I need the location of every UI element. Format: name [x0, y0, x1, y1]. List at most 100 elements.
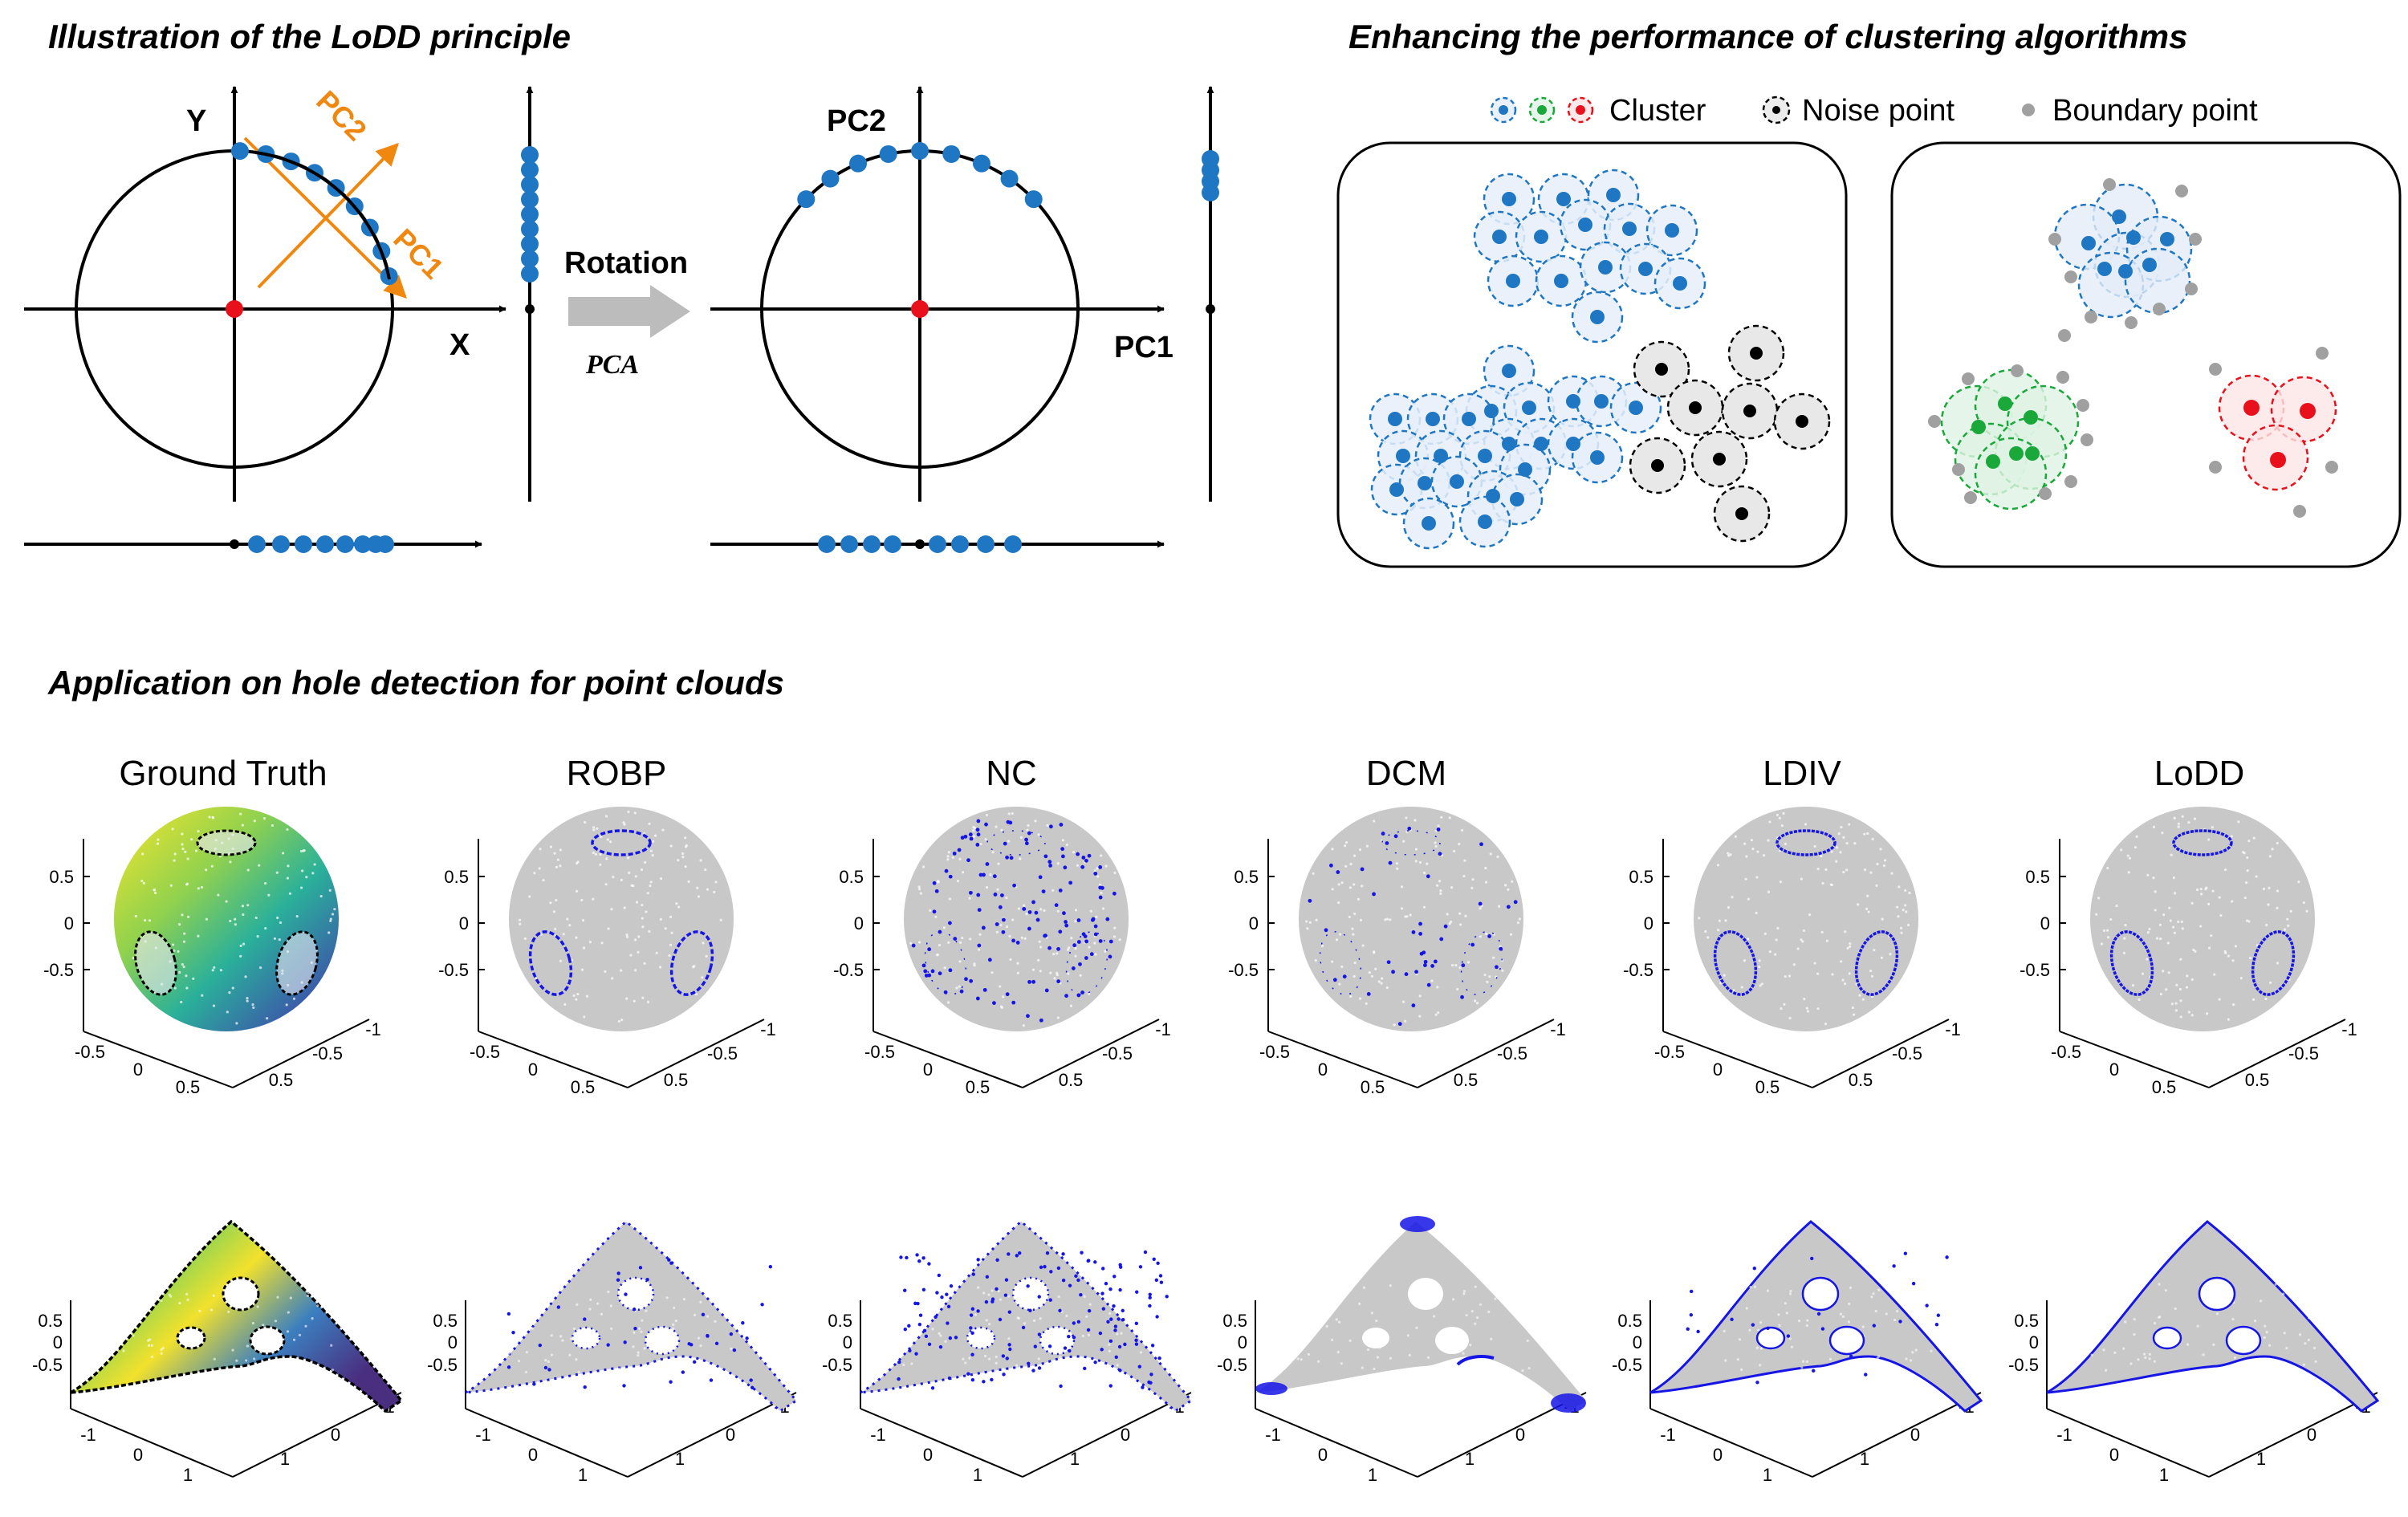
detected-point: [945, 1292, 949, 1296]
detected-point: [506, 1312, 511, 1316]
detected-point: [1078, 962, 1082, 966]
detected-point: [1121, 1308, 1125, 1313]
cluster-point: [1484, 404, 1499, 418]
detected-point: [1058, 929, 1063, 934]
detected-point: [1487, 934, 1491, 938]
boundary-point: [2293, 505, 2306, 518]
boundary-point: [2175, 185, 2188, 197]
cluster-point: [1502, 192, 1516, 206]
detected-point: [638, 1266, 643, 1270]
detected-point: [1089, 952, 1094, 957]
hole-boundary: [1460, 931, 1503, 995]
detected-point: [976, 893, 981, 897]
detected-point: [984, 822, 988, 827]
detected-point: [998, 905, 1003, 909]
hole-boundary: [924, 931, 967, 995]
cluster-point: [1388, 412, 1402, 426]
x-tick-label: -0.5: [2051, 1042, 2081, 1062]
detected-point: [1015, 941, 1020, 945]
detected-point: [1041, 889, 1046, 894]
x-tick-label: -0.5: [470, 1042, 500, 1062]
detected-point: [1005, 992, 1010, 997]
noise-point: [1655, 363, 1668, 376]
detected-point: [1423, 963, 1427, 967]
sheet-surface: [465, 1220, 799, 1413]
detected-point: [1422, 950, 1426, 955]
detected-point: [732, 1348, 737, 1352]
hole-boundary: [986, 830, 1046, 856]
detected-point: [947, 1376, 952, 1381]
title-lodd-principle: Illustration of the LoDD principle: [48, 18, 571, 55]
cluster-point: [1434, 449, 1448, 463]
detected-point: [995, 1287, 999, 1291]
arc-point: [797, 190, 816, 209]
cluster-point: [1629, 401, 1643, 415]
detected-point: [943, 990, 948, 994]
detected-point: [1134, 1342, 1139, 1346]
detected-point: [1060, 847, 1065, 852]
detected-point: [1068, 881, 1073, 885]
detected-point: [1076, 940, 1081, 944]
detected-point: [1080, 990, 1084, 994]
projection-point: [521, 190, 539, 209]
detected-point: [1147, 1380, 1151, 1385]
cluster-point: [1622, 222, 1637, 236]
arc-point: [230, 142, 249, 161]
projection-point: [521, 146, 539, 164]
detected-point: [1418, 931, 1423, 936]
x-tick-label: -0.5: [75, 1042, 105, 1062]
detected-point: [741, 1321, 745, 1325]
cluster-point: [2300, 403, 2316, 419]
z-tick-label: -0.5: [822, 1355, 852, 1375]
detected-point: [709, 1378, 714, 1382]
detected-point: [1156, 1261, 1160, 1265]
clustering-legend: Cluster Noise point Boundary point: [1490, 94, 2258, 128]
sheet-hole: [1828, 1325, 1865, 1356]
pca-label: PCA: [585, 350, 639, 380]
x-tick-label: 0.5: [1361, 1077, 1385, 1097]
projection-point: [295, 535, 312, 553]
detected-point: [1117, 1344, 1122, 1349]
detected-point: [948, 874, 953, 879]
arc-points: [230, 142, 398, 286]
detected-point: [583, 1385, 587, 1389]
sheet-hole: [1435, 1327, 1469, 1354]
detected-point: [1021, 1325, 1026, 1330]
boundary-point: [2103, 178, 2116, 191]
detected-point: [1696, 1329, 1700, 1334]
x-tick-label: -1: [80, 1425, 96, 1445]
detected-point: [1324, 928, 1328, 933]
detected-point: [924, 1334, 929, 1339]
cluster-point: [1396, 449, 1410, 463]
detected-point: [1011, 938, 1015, 943]
detected-point: [957, 848, 962, 852]
detected-point: [927, 1342, 932, 1346]
hole-boundary: [2109, 930, 2154, 996]
detected-point: [622, 1384, 626, 1388]
detected-point: [1109, 1317, 1113, 1321]
detected-point: [1031, 900, 1035, 905]
projection-origin: [915, 539, 925, 549]
detected-point: [975, 828, 980, 832]
detected-point: [1009, 856, 1014, 860]
detected-point: [1018, 1251, 1022, 1255]
detected-point: [1045, 1251, 1050, 1255]
detected-point: [667, 1258, 671, 1262]
detected-point: [964, 977, 968, 982]
detected-point: [1149, 1373, 1153, 1377]
hole-boundary: [196, 829, 257, 856]
detected-point: [1152, 1257, 1156, 1261]
boundary-point: [2011, 364, 2024, 377]
detected-point: [921, 1287, 926, 1291]
z-tick-label: 0: [1644, 913, 1653, 933]
detected-point: [975, 843, 980, 847]
detected-point: [1366, 992, 1371, 996]
x-tick-label: 0.5: [966, 1077, 990, 1097]
detected-point: [975, 996, 980, 1001]
projection-point: [818, 535, 836, 553]
x-tick-label: 0: [923, 1445, 933, 1465]
detected-point: [1393, 834, 1398, 839]
detected-point: [1024, 841, 1029, 846]
hole-boundary: [1319, 931, 1362, 995]
detected-point: [623, 1340, 627, 1344]
